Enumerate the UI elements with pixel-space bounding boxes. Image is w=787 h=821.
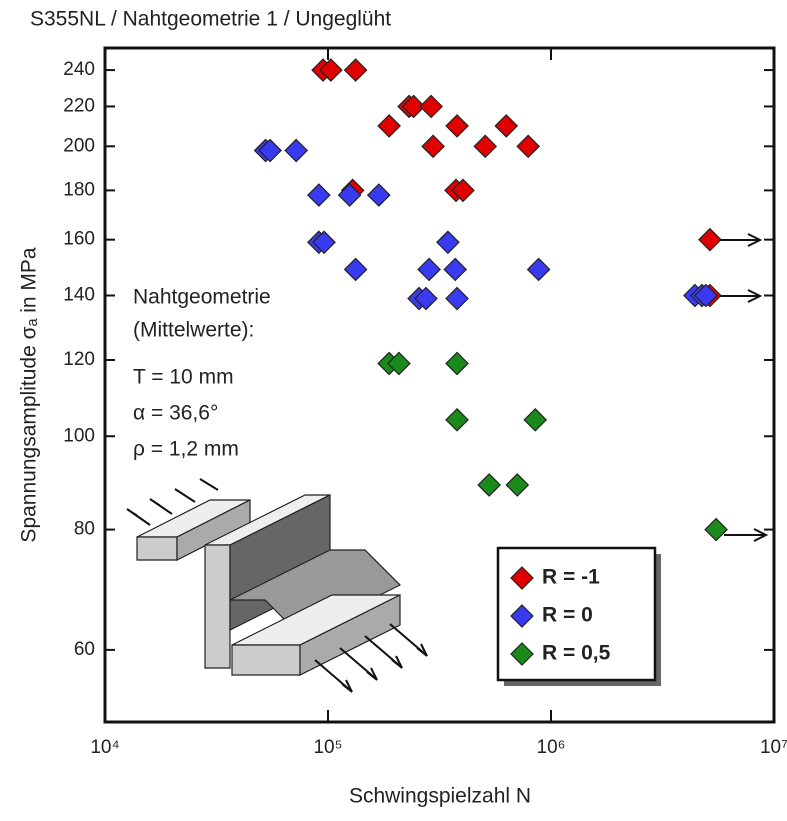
sketch-face	[229, 549, 402, 636]
y-tick-label: 120	[63, 349, 95, 370]
legend-label: R = 0,5	[542, 642, 611, 665]
sketch-arrow	[314, 623, 426, 691]
x-axis-label: Schwingspielzahl N	[349, 785, 531, 808]
y-tick-label: 100	[63, 425, 95, 446]
legend-label: R = -1	[542, 566, 600, 589]
point	[505, 473, 530, 497]
point	[445, 114, 469, 138]
legend-label: R = 0	[542, 604, 593, 627]
y-tick-label: 60	[74, 639, 95, 660]
point	[477, 473, 501, 497]
annotation: T = 10 mm	[133, 366, 234, 389]
y-tick-label: 140	[63, 285, 95, 306]
point	[419, 94, 443, 119]
point	[694, 283, 718, 308]
point	[445, 407, 469, 432]
point	[343, 257, 368, 282]
point	[443, 257, 468, 282]
runout-arrow	[724, 528, 769, 542]
legend: R = -1 R = 0 R = 0,5	[496, 546, 661, 686]
point	[451, 178, 475, 203]
weld-sketch	[126, 478, 428, 693]
point	[387, 351, 411, 376]
sketch-face	[204, 544, 231, 669]
point	[307, 183, 331, 207]
point	[343, 58, 368, 82]
legend-marker	[510, 604, 534, 628]
x-tick-label: 10⁴	[90, 737, 119, 758]
plot-frame	[103, 46, 776, 724]
point	[258, 138, 282, 163]
annotation: ρ = 1,2 mm	[133, 438, 239, 461]
sketch-face	[231, 644, 301, 676]
point	[445, 351, 469, 376]
runout-arrows	[718, 233, 769, 542]
x-tick-label: 10⁶	[537, 737, 566, 758]
point	[516, 134, 541, 159]
point	[436, 230, 460, 255]
point	[366, 183, 391, 207]
legend-marker	[510, 566, 534, 590]
y-tick-label: 80	[74, 519, 95, 540]
sketch-arrow	[341, 643, 428, 693]
annotation: α = 36,6°	[133, 402, 218, 425]
point	[473, 134, 498, 159]
point	[704, 517, 728, 542]
annotation: (Mittelwerte):	[133, 319, 254, 342]
point	[312, 230, 336, 255]
runout-arrow	[718, 233, 763, 247]
point	[414, 286, 438, 311]
legend-marker	[510, 642, 534, 666]
point	[698, 227, 722, 252]
y-tick-label: 240	[63, 59, 95, 80]
y-tick-label: 160	[63, 229, 95, 250]
annotation: Nahtgeometrie	[133, 286, 271, 309]
chart-title: S355NL / Nahtgeometrie 1 / Ungeglüht	[30, 8, 391, 31]
annotations: Nahtgeometrie (Mittelwerte): T = 10 mm α…	[133, 286, 271, 461]
point	[523, 407, 548, 432]
point	[319, 58, 343, 82]
point	[494, 114, 519, 138]
x-tick-label: 10⁵	[313, 737, 342, 758]
x-tick-label: 10⁷	[760, 737, 787, 758]
y-tick-label: 180	[63, 179, 95, 200]
sketch-face	[136, 536, 178, 561]
point	[337, 183, 362, 207]
y-tick-label: 200	[63, 135, 95, 156]
point	[417, 257, 441, 282]
runout-arrow	[718, 289, 763, 303]
point	[421, 134, 445, 159]
point	[377, 114, 401, 138]
y-tick-label: 220	[63, 95, 95, 116]
point	[284, 138, 309, 163]
sketch-face	[299, 594, 401, 676]
y-axis-label: Spannungsamplitude σₐ in MPa	[18, 247, 41, 542]
point	[401, 94, 426, 119]
point	[445, 286, 469, 311]
point	[526, 257, 551, 282]
sketch-arrow	[126, 478, 219, 526]
